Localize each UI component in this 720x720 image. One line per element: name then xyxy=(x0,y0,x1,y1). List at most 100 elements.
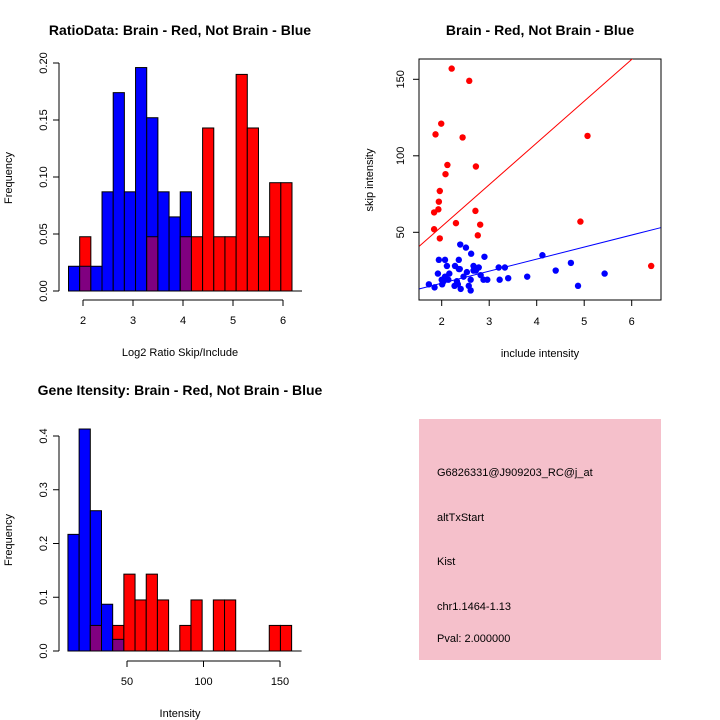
not-brain-point xyxy=(455,256,462,264)
not-brain-point xyxy=(477,271,484,279)
scatter-ylabel: skip intensity xyxy=(364,148,376,211)
bar-brain xyxy=(146,236,159,292)
ratio-histogram: RatioData: Brain - Red, Not Brain - Blue… xyxy=(3,22,311,359)
brain-point xyxy=(430,226,438,233)
not-brain-point xyxy=(462,244,470,251)
brain-point xyxy=(459,134,466,141)
brain-point xyxy=(647,262,655,270)
not-brain-point xyxy=(505,275,512,282)
x-tick-label: 3 xyxy=(486,316,492,328)
info-panel-background xyxy=(419,419,661,660)
bar-brain xyxy=(279,624,293,652)
not-brain-point xyxy=(431,284,438,291)
not-brain-point xyxy=(457,285,464,293)
x-tick-label: 50 xyxy=(121,676,133,688)
y-tick-label: 0.05 xyxy=(38,223,50,244)
info-panel: G6826331@J909203_RC@j_at altTxStart Kist… xyxy=(419,419,661,660)
not-brain-point xyxy=(539,252,546,259)
scatter-title: Brain - Red, Not Brain - Blue xyxy=(446,22,634,38)
bar-not-brain xyxy=(67,533,80,652)
not-brain-point xyxy=(438,276,445,283)
y-tick-label: 0.1 xyxy=(38,590,50,605)
not-brain-point xyxy=(455,265,462,273)
brain-point xyxy=(448,65,455,72)
not-brain-point xyxy=(443,262,451,270)
probe-id: G6826331@J909203_RC@j_at xyxy=(437,467,593,479)
brain-point xyxy=(436,235,443,242)
x-tick-label: 4 xyxy=(534,316,540,328)
y-tick-label: 150 xyxy=(395,70,407,88)
not-brain-point xyxy=(481,253,488,260)
brain-point xyxy=(452,219,460,227)
not-brain-point xyxy=(501,264,509,271)
not-brain-point xyxy=(567,259,575,267)
x-tick-label: 2 xyxy=(439,316,445,328)
brain-point xyxy=(466,77,473,85)
not-brain-point xyxy=(457,241,464,248)
bar-brain xyxy=(89,624,102,652)
bar-brain xyxy=(190,236,204,292)
brain-point xyxy=(472,163,480,170)
not-brain-point xyxy=(467,250,475,257)
bar-not-brain xyxy=(168,216,181,292)
not-brain-point xyxy=(467,287,474,294)
brain-fit-line xyxy=(419,59,633,247)
bar-brain xyxy=(202,127,215,292)
not-brain-point xyxy=(601,270,608,277)
not-brain-point xyxy=(524,273,531,280)
scatter-xlabel: include intensity xyxy=(501,348,580,360)
bar-brain xyxy=(145,573,158,652)
brain-point xyxy=(430,209,438,216)
x-tick-label: 100 xyxy=(194,676,212,688)
not-brain-point xyxy=(484,276,491,283)
x-tick-label: 3 xyxy=(130,315,136,327)
not-brain-fit-line xyxy=(419,227,661,290)
not-brain-point xyxy=(445,276,452,283)
not-brain-point xyxy=(441,256,449,264)
brain-point xyxy=(438,120,445,127)
bar-not-brain xyxy=(157,191,170,292)
x-tick-label: 5 xyxy=(581,316,587,328)
bar-brain xyxy=(213,236,226,292)
ratio-histogram-title: RatioData: Brain - Red, Not Brain - Blue xyxy=(49,22,311,38)
bar-brain xyxy=(235,73,248,292)
bar-brain xyxy=(257,236,271,292)
bar-not-brain xyxy=(79,265,92,292)
bar-brain xyxy=(156,599,170,652)
bar-brain xyxy=(224,236,237,292)
not-brain-point xyxy=(574,282,582,290)
bar-brain xyxy=(179,624,192,652)
brain-point xyxy=(476,221,484,228)
bar-brain xyxy=(246,127,259,292)
gene-intensity-histogram: Gene Itensity: Brain - Red, Not Brain - … xyxy=(3,382,323,720)
not-brain-point xyxy=(435,256,443,264)
bar-not-brain xyxy=(112,92,125,292)
gene-name: Kist xyxy=(437,556,455,568)
scatter-plot-box xyxy=(418,58,662,301)
y-tick-label: 0.00 xyxy=(38,280,50,301)
x-tick-label: 6 xyxy=(629,316,635,328)
bar-not-brain xyxy=(101,191,114,292)
bar-brain xyxy=(134,599,147,652)
x-tick-label: 5 xyxy=(230,315,236,327)
brain-point xyxy=(432,131,439,138)
bar-not-brain xyxy=(78,428,91,652)
brain-point xyxy=(472,207,479,215)
y-tick-label: 0.20 xyxy=(38,52,50,73)
x-tick-label: 150 xyxy=(271,676,289,688)
x-tick-label: 2 xyxy=(80,315,86,327)
not-brain-point xyxy=(467,276,474,283)
bar-brain xyxy=(190,599,203,652)
brain-point xyxy=(435,198,443,205)
x-tick-label: 4 xyxy=(180,315,186,327)
bar-brain xyxy=(269,182,282,292)
brain-point xyxy=(442,170,449,178)
brain-point xyxy=(436,187,443,195)
brain-point xyxy=(577,218,584,225)
y-tick-label: 100 xyxy=(395,147,407,165)
brain-point xyxy=(474,232,481,239)
genomic-location: chr1.1464-1.13 xyxy=(437,601,511,613)
brain-point xyxy=(444,161,451,169)
x-tick-label: 6 xyxy=(280,315,286,327)
